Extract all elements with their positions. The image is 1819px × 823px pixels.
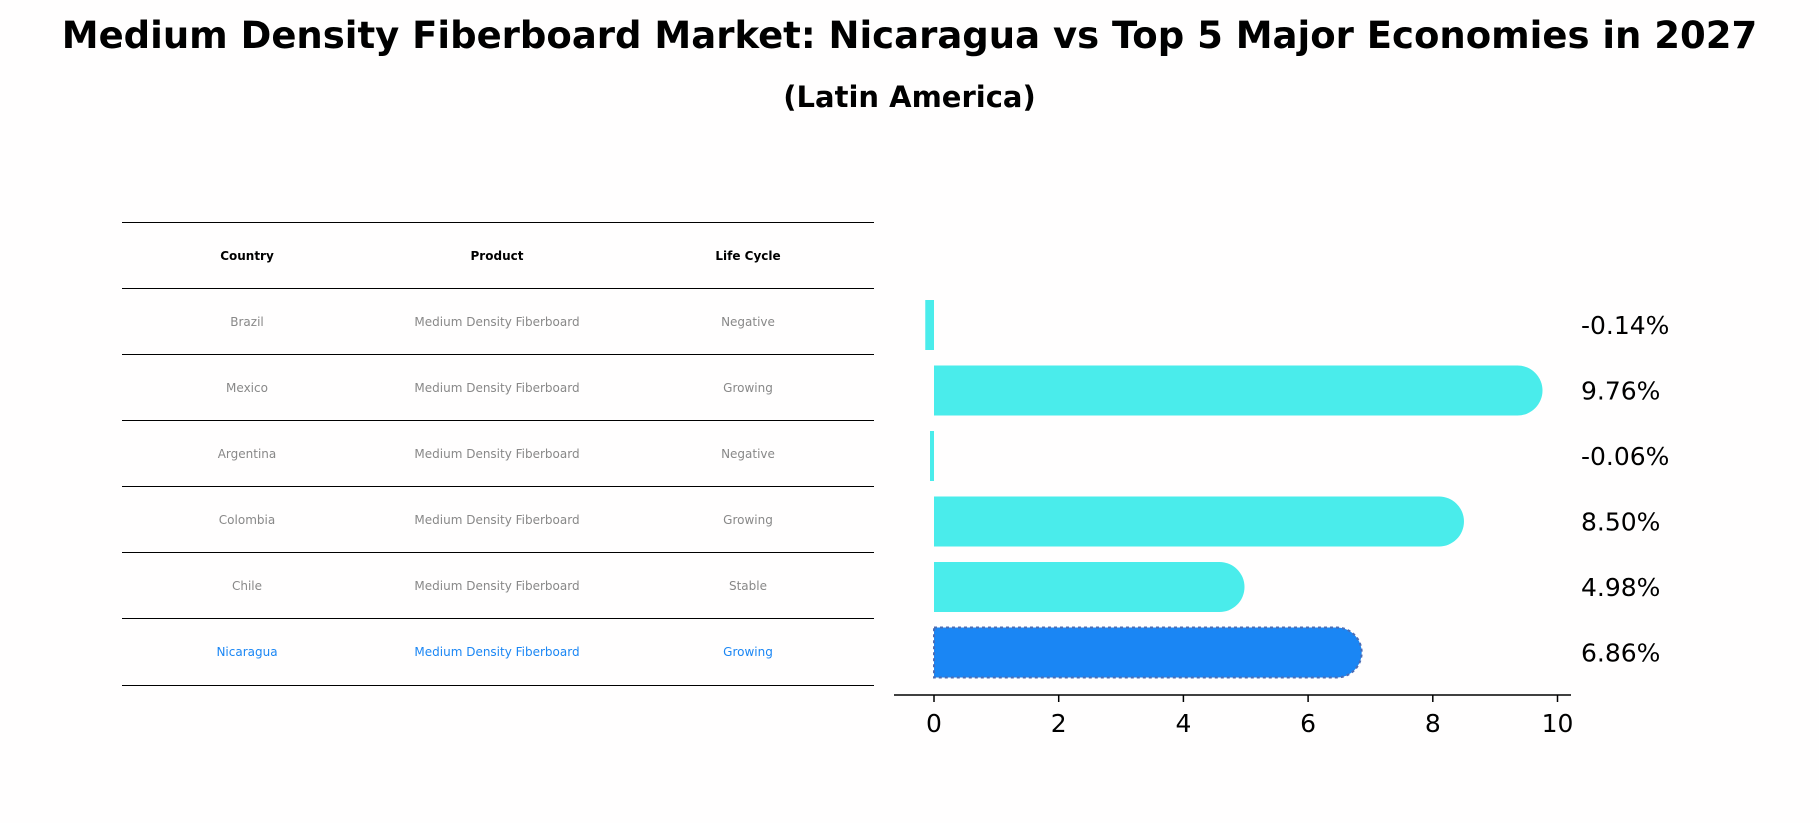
header-country: Country	[220, 249, 274, 263]
value-labels-group: -0.14% 9.76% -0.06% 8.50% 4.98% 6.86%	[1581, 311, 1669, 668]
value-label: 9.76%	[1581, 377, 1660, 406]
cell-life-cycle: Growing	[723, 645, 773, 659]
cell-country: Argentina	[217, 447, 277, 461]
x-tick-label: 0	[926, 709, 942, 738]
cell-country: Chile	[231, 579, 263, 593]
cell-country: Mexico	[226, 381, 268, 395]
bar-brazil	[925, 300, 934, 350]
cell-product: Medium Density Fiberboard	[414, 513, 580, 527]
x-tick-label: 2	[1051, 709, 1067, 738]
bar-shape	[933, 626, 1363, 679]
x-tick-label: 10	[1542, 709, 1574, 738]
data-table: Country Product Life Cycle Brazil Medium…	[122, 222, 874, 686]
header-product: Product	[470, 249, 524, 263]
value-label: 6.86%	[1581, 639, 1660, 668]
cell-product: Medium Density Fiberboard	[414, 579, 580, 593]
table-row: Chile Medium Density Fiberboard Stable	[122, 552, 874, 618]
header-life-cycle: Life Cycle	[715, 249, 781, 263]
table-header-row: Country Product Life Cycle	[122, 222, 874, 288]
cell-life-cycle: Negative	[721, 315, 775, 329]
cell-product: Medium Density Fiberboard	[414, 315, 580, 329]
x-tick-label: 6	[1300, 709, 1316, 738]
bar-argentina	[930, 431, 934, 481]
table-row: Argentina Medium Density Fiberboard Nega…	[122, 420, 874, 486]
bar-nicaragua	[933, 626, 1363, 679]
chart-title: Medium Density Fiberboard Market: Nicara…	[61, 14, 1758, 57]
cell-life-cycle: Negative	[721, 447, 775, 461]
x-tick-label: 8	[1425, 709, 1441, 738]
chart-subtitle: (Latin America)	[783, 80, 1036, 114]
x-tick-label: 4	[1175, 709, 1191, 738]
table-row: Brazil Medium Density Fiberboard Negativ…	[122, 288, 874, 354]
value-label: 8.50%	[1581, 508, 1660, 537]
bar-shape	[925, 300, 934, 350]
bar-colombia	[934, 496, 1464, 547]
bar-shape	[934, 562, 1245, 612]
cell-country: Colombia	[218, 513, 276, 527]
value-label: -0.06%	[1581, 442, 1669, 471]
cell-product: Medium Density Fiberboard	[414, 645, 580, 659]
bars-group	[925, 300, 1543, 679]
table-row: Colombia Medium Density Fiberboard Growi…	[122, 486, 874, 552]
x-ticks-group: 0 2 4 6 8 10	[926, 695, 1573, 738]
cell-country: Brazil	[230, 315, 264, 329]
value-label: -0.14%	[1581, 311, 1669, 340]
cell-product: Medium Density Fiberboard	[414, 447, 580, 461]
bar-shape	[934, 365, 1543, 416]
table-row: Mexico Medium Density Fiberboard Growing	[122, 354, 874, 420]
cell-life-cycle: Growing	[723, 381, 773, 395]
bar-chile	[934, 562, 1245, 612]
bar-mexico	[934, 365, 1543, 416]
value-label: 4.98%	[1581, 573, 1660, 602]
cell-life-cycle: Stable	[728, 579, 767, 593]
cell-country: Nicaragua	[216, 645, 278, 659]
cell-product: Medium Density Fiberboard	[414, 381, 580, 395]
cell-life-cycle: Growing	[723, 513, 773, 527]
bar-shape	[934, 496, 1464, 547]
table-row-highlighted: Nicaragua Medium Density Fiberboard Grow…	[122, 618, 874, 686]
bar-shape	[930, 431, 934, 481]
